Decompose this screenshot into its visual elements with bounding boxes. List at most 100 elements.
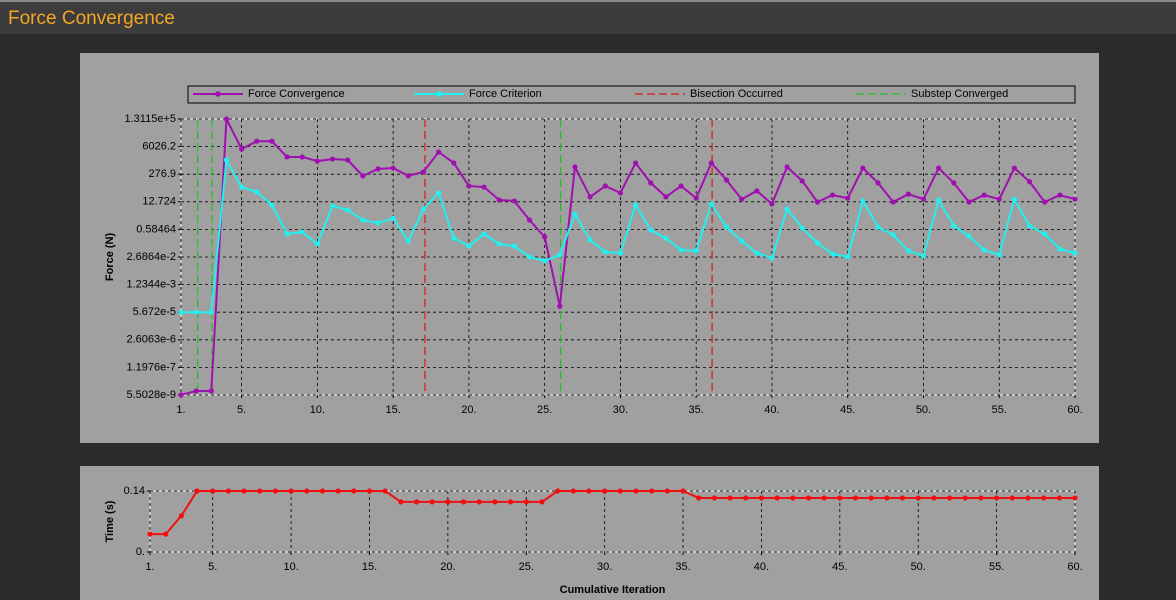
data-point: [978, 495, 984, 501]
data-point: [899, 495, 906, 501]
data-point: [1011, 165, 1017, 171]
data-point: [257, 488, 263, 494]
data-point: [845, 254, 851, 260]
data-point: [178, 309, 184, 315]
x-tick-label: 50.: [911, 561, 926, 573]
data-point: [920, 253, 927, 259]
data-point: [496, 197, 502, 203]
data-point: [860, 198, 866, 204]
data-point: [617, 488, 623, 494]
series-line: [150, 490, 1075, 536]
data-point: [420, 169, 427, 175]
data-point: [829, 192, 836, 198]
data-point: [727, 495, 733, 501]
data-point: [557, 252, 563, 258]
data-point: [163, 531, 169, 537]
data-point: [602, 488, 608, 494]
data-point: [284, 231, 290, 237]
legend-label: Force Criterion: [469, 88, 542, 100]
data-point: [284, 154, 290, 160]
data-point: [481, 231, 487, 237]
x-tick-label: 35.: [689, 404, 704, 416]
data-point: [966, 233, 972, 239]
data-point: [451, 160, 457, 166]
data-point: [319, 488, 326, 494]
data-point: [951, 223, 957, 229]
data-point: [147, 531, 153, 537]
y-tick-label: 0.14: [124, 485, 145, 497]
x-tick-label: 40.: [754, 561, 769, 573]
data-point: [996, 196, 1002, 202]
x-tick-label: 30.: [597, 561, 612, 573]
data-point: [890, 232, 896, 238]
data-point: [617, 190, 624, 196]
legend-label: Substep Converged: [911, 88, 1008, 100]
data-point: [951, 180, 957, 186]
data-point: [754, 250, 760, 256]
y-axis-label: Time (s): [104, 500, 116, 542]
data-point: [570, 488, 576, 494]
data-point: [708, 201, 714, 207]
data-point: [413, 499, 420, 505]
data-point: [272, 488, 279, 494]
data-point: [398, 499, 404, 505]
data-point: [572, 164, 578, 170]
data-point: [1072, 196, 1078, 202]
data-point: [693, 248, 699, 254]
data-point: [481, 184, 487, 190]
y-axis-label: Force (N): [104, 233, 116, 282]
data-point: [269, 202, 275, 208]
panel-title: Force Convergence: [8, 8, 175, 29]
x-tick-label: 25.: [537, 404, 552, 416]
data-point: [875, 180, 881, 186]
data-point: [663, 194, 669, 200]
x-tick-label: 45.: [840, 404, 855, 416]
y-tick-label: 276.9: [148, 168, 176, 180]
data-point: [496, 241, 502, 247]
data-point: [254, 138, 260, 144]
x-tick-label: 10.: [310, 404, 325, 416]
data-point: [405, 173, 411, 179]
legend-marker: [215, 91, 221, 97]
data-point: [663, 235, 669, 241]
data-point: [1025, 495, 1031, 501]
data-point: [299, 229, 305, 235]
x-tick-label: 5.: [237, 404, 246, 416]
data-point: [366, 488, 373, 494]
data-point: [1042, 199, 1048, 205]
legend-label: Force Convergence: [248, 88, 345, 100]
data-point: [587, 237, 593, 243]
data-point: [678, 247, 684, 253]
y-tick-label: 1.1976e-7: [126, 361, 176, 373]
data-point: [375, 166, 381, 172]
data-point: [648, 180, 654, 186]
data-point: [526, 254, 533, 260]
data-point: [845, 195, 851, 201]
data-point: [225, 488, 231, 494]
x-tick-label: 40.: [764, 404, 779, 416]
data-point: [769, 201, 775, 207]
data-point: [345, 207, 351, 213]
data-point: [208, 309, 214, 315]
data-point: [460, 499, 467, 505]
bottom-panel: [80, 466, 1099, 600]
data-point: [868, 495, 874, 501]
data-point: [445, 499, 451, 505]
data-point: [1057, 246, 1063, 252]
data-point: [572, 211, 578, 217]
data-point: [1072, 495, 1078, 501]
data-point: [351, 488, 357, 494]
data-point: [1072, 250, 1078, 256]
y-tick-label: 2.6063e-6: [126, 334, 176, 346]
data-point: [178, 392, 184, 398]
data-point: [743, 495, 749, 501]
data-point: [799, 225, 805, 231]
x-tick-label: 45.: [832, 561, 847, 573]
data-point: [466, 183, 472, 189]
data-point: [905, 191, 911, 197]
x-tick-label: 10.: [283, 561, 298, 573]
data-point: [1011, 196, 1017, 202]
data-point: [360, 217, 366, 223]
